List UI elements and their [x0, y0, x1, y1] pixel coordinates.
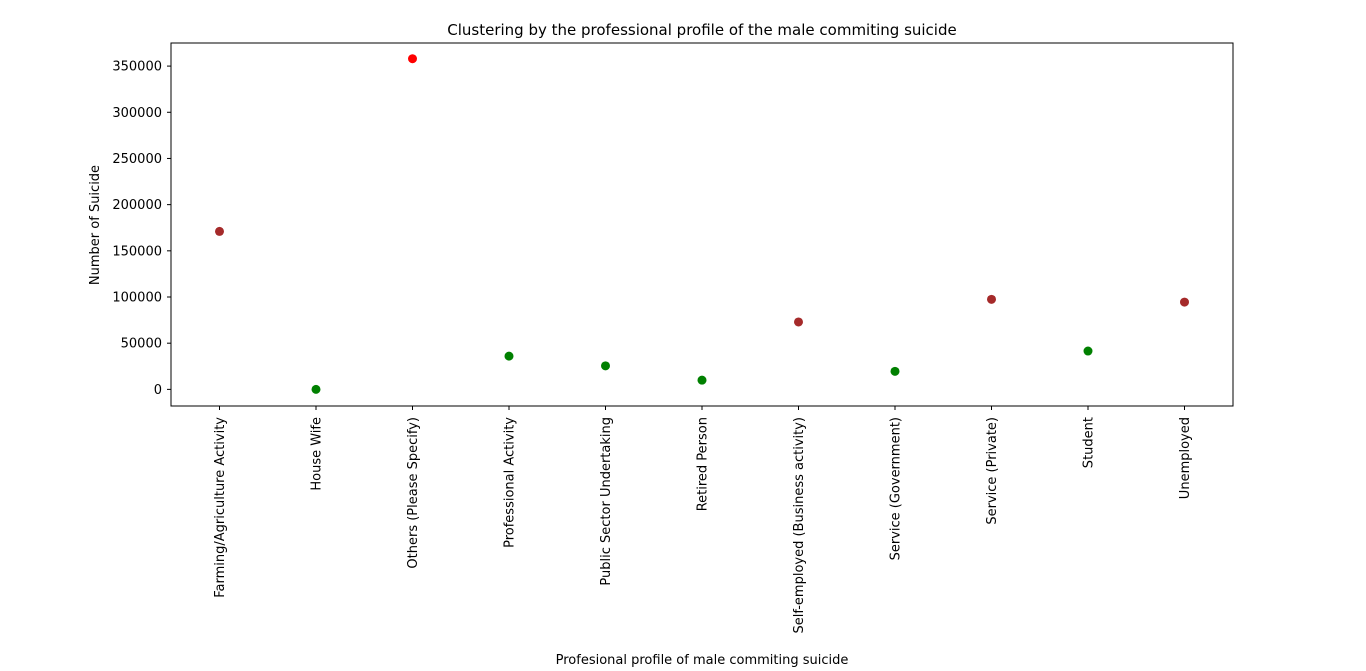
- y-tick-label: 300000: [112, 106, 162, 121]
- x-tick-label: Self-employed (Business activity): [792, 417, 807, 634]
- x-tick-label: Unemployed: [1178, 417, 1193, 499]
- x-tick-label: Service (Private): [985, 417, 1000, 525]
- y-tick-label: 200000: [112, 198, 162, 213]
- data-point: [601, 361, 610, 371]
- y-axis: 0 50000 100000 150000 200000 250000 300000 3500…: [112, 60, 171, 398]
- x-tick-label: Farming/Agriculture Activity: [213, 417, 228, 598]
- x-tick-label: Public Sector Undertaking: [599, 417, 614, 586]
- data-point: [504, 351, 514, 361]
- y-tick-label: 350000: [112, 60, 162, 75]
- y-tick-label: 50000: [121, 337, 162, 352]
- y-tick-label: 100000: [112, 291, 162, 306]
- chart-title: Clustering by the professional profile o…: [447, 21, 956, 39]
- y-tick-label: 0: [154, 383, 162, 398]
- y-tick-label: 250000: [112, 152, 162, 167]
- y-tick-label: 150000: [112, 244, 162, 259]
- y-axis-label: Number of Suicide: [88, 165, 103, 285]
- x-tick-label: Service (Government): [889, 417, 904, 560]
- data-point: [311, 384, 321, 394]
- data-point: [697, 375, 707, 385]
- data-point: [987, 294, 996, 304]
- x-tick-label: Others (Please Specify): [406, 417, 421, 569]
- x-axis-label: Profesional profile of male commiting su…: [556, 653, 849, 668]
- x-axis: Farming/Agriculture Activity House Wife Ot…: [213, 406, 1193, 634]
- data-point: [408, 54, 417, 64]
- data-points: [215, 54, 1189, 394]
- x-tick-label: Retired Person: [696, 417, 711, 511]
- x-tick-label: Professional Activity: [503, 417, 518, 548]
- data-point: [1180, 297, 1189, 307]
- plot-frame: [170, 42, 1234, 407]
- data-point: [215, 226, 224, 236]
- data-point: [794, 317, 803, 327]
- data-point: [890, 366, 900, 376]
- data-point: [1083, 346, 1093, 356]
- x-tick-label: Student: [1082, 417, 1097, 468]
- x-tick-label: House Wife: [310, 417, 325, 491]
